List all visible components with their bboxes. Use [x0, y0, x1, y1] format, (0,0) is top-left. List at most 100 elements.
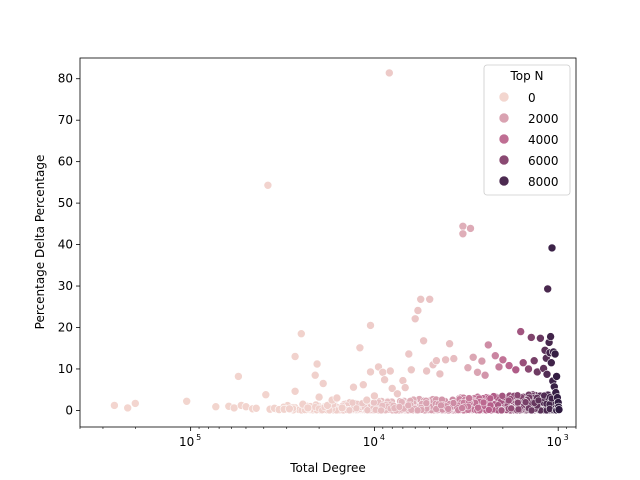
data-point [550, 349, 560, 359]
data-point [123, 403, 132, 413]
scatter-points [110, 68, 564, 415]
data-point [542, 369, 552, 379]
data-point [312, 359, 322, 369]
data-point [529, 356, 539, 366]
data-point [516, 327, 526, 336]
data-point [494, 362, 504, 372]
data-point [477, 356, 487, 366]
data-point [527, 406, 536, 415]
data-point [349, 382, 358, 392]
legend-marker [498, 91, 510, 103]
legend-marker [498, 133, 510, 145]
legend: Top N 0 2000 4000 6000 8000 [483, 64, 571, 196]
data-point [310, 370, 320, 380]
data-point [332, 393, 342, 403]
x-tick-exponent: 4 [380, 433, 385, 442]
data-point [345, 406, 354, 415]
data-point [486, 394, 495, 403]
data-point [261, 390, 271, 400]
data-point [182, 396, 191, 406]
legend-marker [498, 112, 510, 124]
data-point [445, 339, 454, 349]
data-point [458, 404, 466, 412]
legend-marker [498, 154, 510, 166]
y-axis-label: Percentage Delta Percentage [33, 155, 47, 330]
data-point [463, 363, 473, 373]
legend-label: 2000 [528, 112, 559, 126]
data-point [363, 406, 372, 414]
data-point [410, 314, 420, 324]
y-tick-label: 30 [58, 279, 73, 293]
data-point [547, 243, 557, 253]
data-point [377, 406, 385, 415]
data-point [425, 294, 435, 304]
y-tick-label: 60 [58, 155, 73, 169]
legend-label: 8000 [528, 175, 559, 189]
data-point [370, 391, 379, 401]
y-axis: 0 10 20 30 40 50 60 70 80 Percentage Delta Perce… [33, 72, 80, 417]
data-point [449, 399, 458, 407]
x-axis-label: Total Degree [289, 461, 366, 475]
legend-entries: 0 2000 4000 6000 8000 [498, 91, 559, 189]
data-point [314, 392, 324, 402]
legend-marker [498, 175, 510, 187]
x-axis: 10 5 10 4 10 3 Total Degree [79, 427, 577, 475]
data-point [362, 395, 372, 405]
axes-frame [79, 57, 577, 428]
legend-label: 0 [528, 91, 536, 105]
data-point [507, 404, 515, 413]
data-point [483, 340, 493, 350]
y-tick-label: 50 [58, 196, 73, 210]
data-point [458, 229, 468, 239]
data-point [366, 367, 375, 377]
data-point [303, 403, 313, 413]
y-tick-label: 70 [58, 113, 73, 127]
data-point [449, 354, 459, 363]
data-point [348, 398, 357, 407]
x-ticks: 10 5 10 4 10 3 [79, 427, 577, 449]
legend-label: 4000 [528, 133, 559, 147]
data-point [400, 383, 410, 392]
data-point [490, 351, 500, 361]
data-point [554, 405, 564, 414]
data-point [514, 398, 522, 407]
data-point [498, 355, 508, 365]
x-tick-label: 10 [547, 435, 562, 449]
data-point [355, 343, 365, 353]
data-point [413, 406, 422, 415]
data-point [387, 384, 397, 393]
data-point [485, 406, 493, 414]
y-tick-label: 10 [58, 362, 73, 376]
data-point [435, 369, 445, 379]
data-point [366, 321, 375, 330]
data-point [419, 336, 428, 346]
data-point [536, 333, 545, 343]
data-point [413, 306, 423, 315]
legend-title: Top N [509, 69, 543, 83]
y-ticks: 0 10 20 30 40 50 60 70 80 [58, 72, 80, 417]
data-point [378, 367, 388, 377]
data-point [404, 349, 414, 359]
data-point [468, 352, 478, 362]
data-point [352, 404, 361, 413]
data-point [504, 396, 513, 405]
data-point [444, 405, 452, 413]
y-tick-label: 80 [58, 72, 73, 86]
data-point [543, 284, 553, 294]
y-tick-label: 0 [65, 403, 73, 417]
y-tick-label: 20 [58, 320, 73, 334]
data-point [497, 406, 506, 415]
data-point [229, 403, 239, 413]
data-point [406, 365, 416, 375]
data-point [466, 224, 475, 233]
data-point [131, 399, 140, 408]
legend-label: 6000 [528, 154, 559, 168]
data-point [393, 389, 402, 399]
data-point [422, 399, 431, 407]
data-point [546, 332, 555, 341]
data-point [318, 379, 328, 388]
data-point [422, 366, 431, 376]
plot-area [79, 57, 577, 428]
data-point [290, 386, 300, 396]
data-point [380, 375, 389, 385]
